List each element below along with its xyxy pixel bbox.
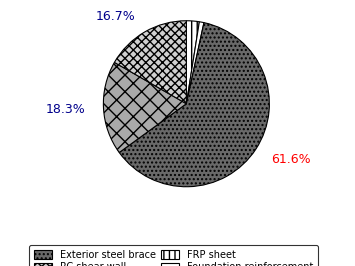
Wedge shape [114, 21, 186, 104]
Text: 18.3%: 18.3% [45, 103, 85, 116]
Text: 16.7%: 16.7% [96, 10, 136, 23]
Text: 61.6%: 61.6% [271, 153, 311, 165]
Legend: Exterior steel brace, RC shear wall, Damper, FRP sheet, Foundation reinforcement: Exterior steel brace, RC shear wall, Dam… [29, 245, 318, 266]
Wedge shape [186, 22, 204, 104]
Wedge shape [103, 63, 186, 152]
Wedge shape [186, 21, 200, 104]
Wedge shape [119, 23, 269, 187]
